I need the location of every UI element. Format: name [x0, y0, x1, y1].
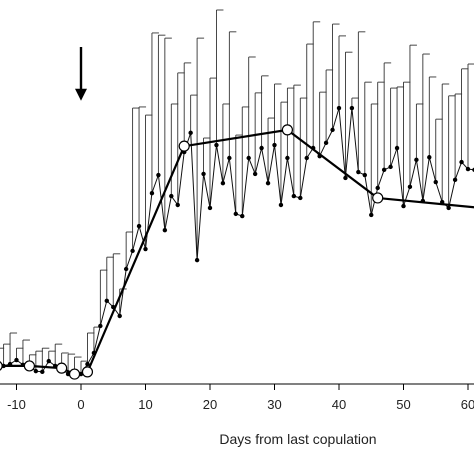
daily-data-point [130, 248, 135, 254]
daily-data-point [394, 145, 400, 151]
weekly-data-point [0, 361, 3, 371]
daily-data-point [98, 323, 103, 329]
daily-data-point [298, 195, 303, 201]
weekly-data-point [56, 362, 68, 374]
weekly-series-line [0, 128, 474, 376]
daily-data-point [285, 155, 290, 161]
daily-data-point [188, 130, 193, 136]
daily-data-point [207, 205, 213, 211]
daily-data-point [272, 142, 277, 148]
daily-data-point [46, 358, 51, 364]
daily-data-point [227, 155, 232, 161]
daily-data-point [407, 184, 413, 190]
daily-data-point [194, 257, 200, 263]
daily-data-point [381, 167, 387, 173]
arrow-head [75, 88, 87, 101]
daily-data-point [465, 166, 471, 172]
daily-data-point [414, 157, 419, 163]
daily-data-point [40, 369, 45, 375]
daily-data-point [459, 159, 464, 165]
daily-data-point [265, 180, 271, 186]
weekly-data-point [68, 368, 81, 380]
daily-data-point [214, 142, 219, 148]
daily-data-point [201, 171, 206, 177]
x-tick-label: 10 [138, 397, 152, 412]
weekly-data-point [281, 124, 293, 136]
daily-series-line [0, 107, 474, 376]
daily-data-point [104, 298, 110, 304]
daily-data-point [33, 368, 39, 374]
weekly-data-point [178, 140, 190, 152]
x-tick-label: 20 [203, 397, 217, 412]
daily-data-point [117, 313, 122, 319]
daily-data-point [388, 164, 393, 170]
daily-data-point [162, 227, 168, 233]
daily-data-point [433, 179, 438, 185]
daily-data-point [362, 172, 367, 178]
arrow-annotation [75, 47, 87, 101]
x-axis-ticks: -10 0 10 20 30 40 50 60 [7, 384, 474, 412]
x-tick-label: -10 [7, 397, 26, 412]
daily-data-point [349, 105, 355, 111]
weekly-data-point [372, 192, 384, 204]
daily-data-point [369, 212, 374, 218]
daily-data-point [343, 175, 348, 181]
daily-data-point [446, 205, 451, 211]
daily-data-point [323, 140, 329, 146]
daily-data-point [220, 180, 226, 186]
daily-data-point [427, 155, 432, 160]
daily-data-point [330, 127, 335, 133]
daily-data-point [452, 177, 458, 183]
daily-data-point [156, 172, 161, 178]
daily-data-point [259, 145, 264, 151]
x-tick-label: 60 [461, 397, 474, 412]
daily-data-point [336, 105, 342, 111]
daily-data-point [233, 211, 238, 217]
daily-data-point [401, 203, 406, 209]
daily-data-point [123, 266, 129, 272]
daily-data-point [291, 193, 297, 199]
daily-data-point [278, 202, 284, 208]
daily-data-point [149, 190, 155, 196]
daily-data-point [375, 185, 380, 191]
daily-data-point [304, 155, 309, 161]
daily-data-point [252, 171, 258, 177]
weekly-data-point [81, 366, 94, 378]
daily-data-point [136, 223, 142, 229]
daily-data-point [240, 213, 245, 219]
x-tick-label: 0 [77, 397, 84, 412]
daily-data-point [175, 202, 180, 208]
x-tick-label: 50 [396, 397, 410, 412]
weekly-series [0, 124, 474, 380]
daily-series [0, 9, 474, 378]
daily-data-point [246, 155, 251, 161]
daily-data-point [85, 361, 90, 367]
x-axis-title: Days from last copulation [219, 431, 376, 447]
daily-data-point [356, 169, 361, 175]
daily-data-point [169, 193, 174, 199]
x-tick-label: 40 [332, 397, 346, 412]
weekly-data-point [23, 360, 35, 372]
daily-data-point [143, 246, 148, 252]
x-tick-label: 30 [267, 397, 281, 412]
daily-data-point [14, 357, 19, 363]
